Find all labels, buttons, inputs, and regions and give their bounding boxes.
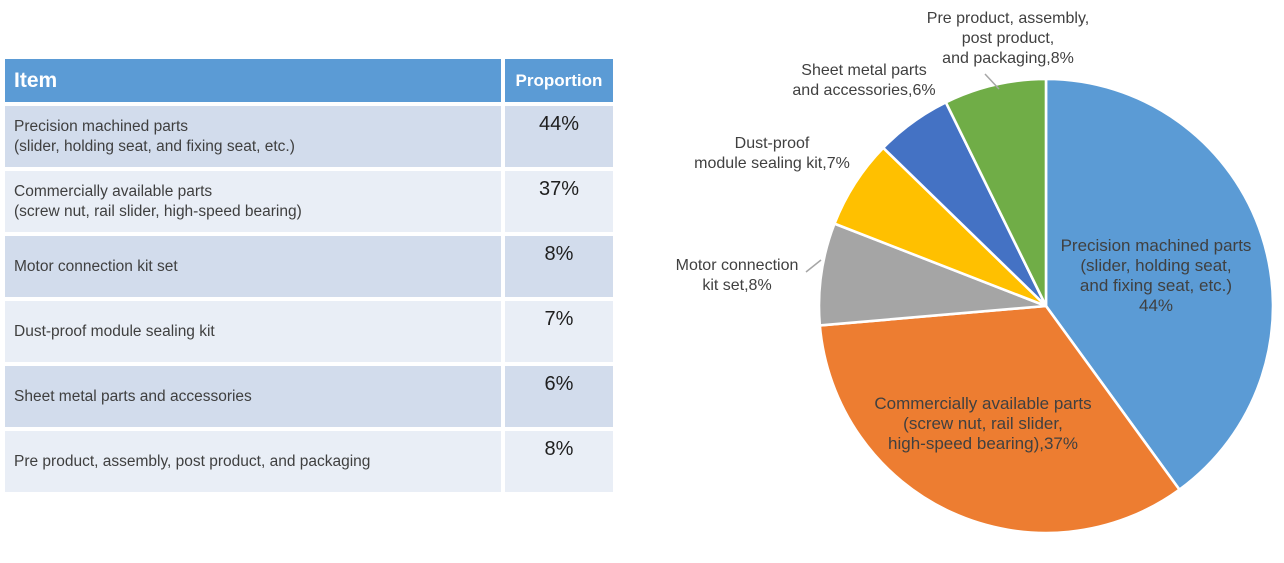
pie-label-precision-machined-parts-slider-holding-: Precision machined parts (slider, holding… [1061, 236, 1252, 316]
item-subtext: (slider, holding seat, and fixing seat, … [14, 137, 295, 155]
proportion-cell: 7% [505, 301, 613, 362]
item-text: Commercially available parts [14, 182, 213, 200]
proportion-cell: 37% [505, 171, 613, 232]
pie-label-line: high-speed bearing),37% [888, 434, 1078, 453]
item-subtext: (screw nut, rail slider, high-speed bear… [14, 202, 302, 220]
pie-label-line: (screw nut, rail slider, [903, 414, 1063, 433]
item-cell: Sheet metal parts and accessories [5, 366, 501, 427]
pie-label-line: kit set,8% [702, 277, 772, 294]
pie-label-line: and accessories,6% [792, 82, 936, 99]
column-header-proportion: Proportion [505, 59, 613, 102]
column-header-item: Item [5, 59, 501, 102]
pie-label-line: Dust-proof [734, 135, 810, 152]
proportion-cell: 6% [505, 366, 613, 427]
proportion-cell: 44% [505, 106, 613, 167]
pie-label-line: Precision machined parts [1060, 236, 1252, 255]
pie-label-line: 44% [1138, 296, 1174, 315]
item-text: Motor connection kit set [14, 257, 178, 275]
item-cell: Dust-proof module sealing kit [5, 301, 501, 362]
item-cell: Commercially available parts (screw nut,… [5, 171, 501, 232]
table-row: Pre product, assembly, post product, and… [5, 431, 613, 492]
item-text: Dust-proof module sealing kit [14, 322, 215, 340]
table-header-row: Item Proportion [5, 59, 613, 102]
pie-label-commercially-available-parts-screw-nut-r: Commercially available parts (screw nut, … [874, 394, 1091, 454]
pie-label-line: Pre product, assembly, [926, 10, 1090, 27]
proportion-table: Item Proportion Precision machined parts… [5, 59, 613, 496]
item-text: Precision machined parts [14, 117, 189, 135]
pie-slice-precision-machined-parts-slider-holding- [1044, 77, 1275, 491]
table-row: Sheet metal parts and accessories 6% [5, 366, 613, 427]
pie-label-line: Sheet metal parts [801, 62, 927, 79]
pie-slice-commercially-available-parts-screw-nut-r [818, 304, 1181, 535]
pie-chart-svg [817, 77, 1275, 535]
pie-label-dust-proof-module-sealing-kit: Dust-proof module sealing kit,7% [694, 134, 850, 174]
pie-label-line: post product, [961, 30, 1055, 47]
item-cell: Motor connection kit set [5, 236, 501, 297]
pie-label-line: and packaging,8% [942, 50, 1074, 67]
pie-label-line: Motor connection [675, 257, 799, 274]
pie-label-sheet-metal-parts-and-accessories: Sheet metal parts and accessories,6% [792, 61, 935, 101]
pie-slice-motor-connection-kit-set [817, 222, 1048, 327]
table-row: Motor connection kit set 8% [5, 236, 613, 297]
pie-label-line: Commercially available parts [874, 394, 1092, 413]
table-row: Precision machined parts (slider, holdin… [5, 106, 613, 167]
pie-label-line: and fixing seat, etc.) [1079, 276, 1233, 295]
pie-chart [816, 76, 1276, 536]
proportion-cell: 8% [505, 236, 613, 297]
item-text: Sheet metal parts and accessories [14, 387, 252, 405]
item-cell: Precision machined parts (slider, holdin… [5, 106, 501, 167]
pie-label-line: module sealing kit,7% [694, 155, 850, 172]
pie-label-motor-connection-kit-set: Motor connection kit set,8% [676, 256, 799, 296]
proportion-cell: 8% [505, 431, 613, 492]
pie-label-line: (slider, holding seat, [1080, 256, 1232, 275]
item-text: Pre product, assembly, post product, and… [14, 452, 371, 470]
pie-label-pre-product-assembly-post-product-and-pa: Pre product, assembly, post product, and p… [927, 9, 1089, 69]
item-cell: Pre product, assembly, post product, and… [5, 431, 501, 492]
table-row: Commercially available parts (screw nut,… [5, 171, 613, 232]
table-row: Dust-proof module sealing kit 7% [5, 301, 613, 362]
